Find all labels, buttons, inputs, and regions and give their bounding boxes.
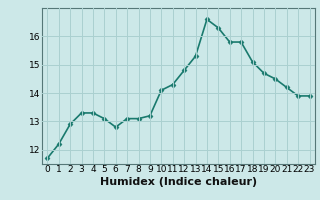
X-axis label: Humidex (Indice chaleur): Humidex (Indice chaleur) bbox=[100, 177, 257, 187]
